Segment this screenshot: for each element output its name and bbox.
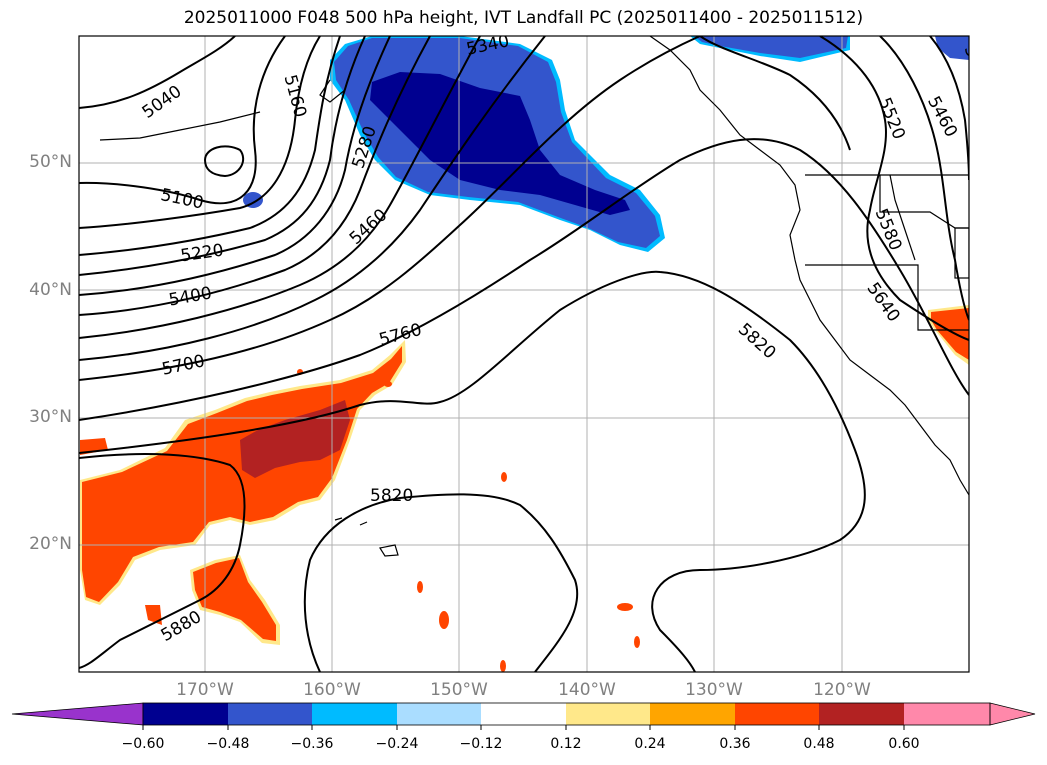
colorbar-tick-label: 0.60 [888, 736, 920, 752]
colorbar-tick-label: −0.24 [375, 736, 419, 752]
lat-label-20n: 20°N [29, 534, 72, 554]
lat-label-30n: 30°N [29, 407, 72, 427]
colorbar-bin [397, 703, 481, 725]
colorbar-tick-label: −0.12 [459, 736, 503, 752]
lon-label-130w: 130°W [685, 680, 743, 700]
height-contours [79, 36, 969, 672]
colorbar-extend-high [904, 703, 1035, 725]
colorbar-bin [735, 703, 819, 725]
colorbar-bin [650, 703, 735, 725]
map-title: 2025011000 F048 500 hPa height, IVT Land… [183, 8, 864, 28]
colorbar [11, 702, 1036, 730]
lon-label-140w: 140°W [558, 680, 616, 700]
colorbar-tick-label: 0.12 [550, 736, 582, 752]
colorbar-tick-label: −0.60 [121, 736, 165, 752]
colorbar-tick-label: 0.48 [803, 736, 835, 752]
contour-label-5820: 5820 [370, 486, 413, 506]
colorbar-bin [819, 703, 904, 725]
map-frame [78, 35, 970, 673]
positive-ivt-region [80, 305, 969, 672]
colorbar-tick-label: 0.24 [634, 736, 666, 752]
colorbar-bin [481, 703, 566, 725]
colorbar-tick-label: −0.36 [290, 736, 334, 752]
colorbar-tick-label: −0.48 [206, 736, 250, 752]
lat-label-50n: 50°N [29, 152, 72, 172]
colorbar-bin [312, 703, 397, 725]
colorbar-bin [566, 703, 650, 725]
lon-label-120w: 120°W [813, 680, 871, 700]
colorbar-bin [143, 703, 228, 725]
lon-label-150w: 150°W [430, 680, 488, 700]
colorbar-tick-label: 0.36 [719, 736, 751, 752]
negative-ivt-region [243, 36, 969, 252]
lat-label-40n: 40°N [29, 280, 72, 300]
colorbar-extend-low [11, 702, 144, 726]
lon-label-160w: 160°W [303, 680, 361, 700]
lon-label-170w: 170°W [176, 680, 234, 700]
map-area: 5040 5100 5160 5220 5280 5340 5400 5400 … [79, 36, 969, 672]
colorbar-bin [228, 703, 312, 725]
